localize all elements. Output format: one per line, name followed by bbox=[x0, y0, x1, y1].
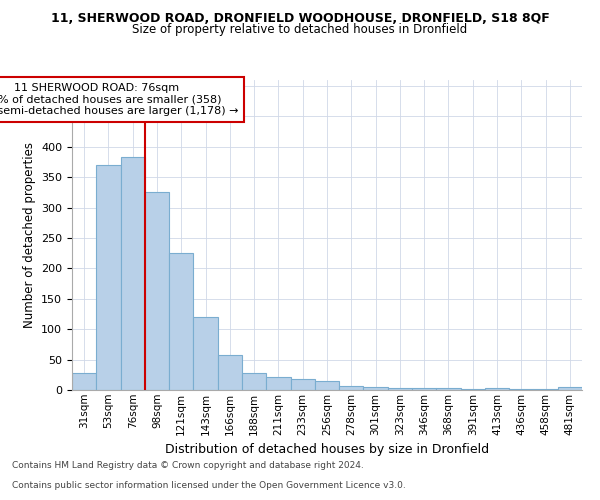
Bar bbox=[121, 157, 145, 390]
Y-axis label: Number of detached properties: Number of detached properties bbox=[23, 142, 35, 328]
Bar bbox=[412, 388, 436, 390]
Bar bbox=[242, 373, 266, 390]
Text: Size of property relative to detached houses in Dronfield: Size of property relative to detached ho… bbox=[133, 22, 467, 36]
Bar bbox=[290, 379, 315, 390]
X-axis label: Distribution of detached houses by size in Dronfield: Distribution of detached houses by size … bbox=[165, 443, 489, 456]
Bar bbox=[388, 388, 412, 390]
Bar bbox=[193, 317, 218, 390]
Bar bbox=[315, 382, 339, 390]
Text: 11, SHERWOOD ROAD, DRONFIELD WOODHOUSE, DRONFIELD, S18 8QF: 11, SHERWOOD ROAD, DRONFIELD WOODHOUSE, … bbox=[50, 12, 550, 26]
Bar bbox=[169, 253, 193, 390]
Bar bbox=[145, 192, 169, 390]
Bar bbox=[72, 373, 96, 390]
Bar bbox=[364, 387, 388, 390]
Text: Contains public sector information licensed under the Open Government Licence v3: Contains public sector information licen… bbox=[12, 481, 406, 490]
Bar bbox=[461, 389, 485, 390]
Bar bbox=[485, 388, 509, 390]
Bar bbox=[558, 387, 582, 390]
Bar bbox=[339, 386, 364, 390]
Bar bbox=[266, 376, 290, 390]
Bar bbox=[436, 388, 461, 390]
Text: 11 SHERWOOD ROAD: 76sqm
← 23% of detached houses are smaller (358)
75% of semi-d: 11 SHERWOOD ROAD: 76sqm ← 23% of detache… bbox=[0, 83, 238, 116]
Text: Contains HM Land Registry data © Crown copyright and database right 2024.: Contains HM Land Registry data © Crown c… bbox=[12, 461, 364, 470]
Bar bbox=[218, 354, 242, 390]
Bar bbox=[96, 165, 121, 390]
